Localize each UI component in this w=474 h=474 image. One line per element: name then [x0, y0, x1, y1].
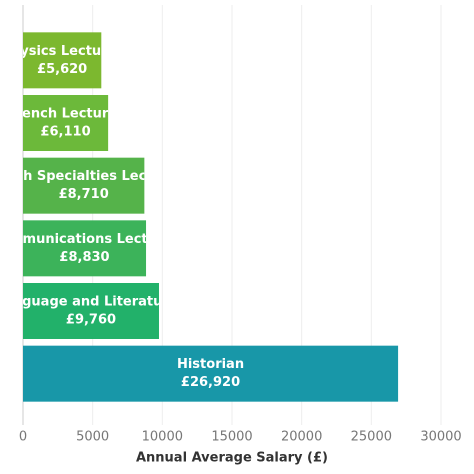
bar [23, 220, 147, 277]
x-tick-label: 10000 [142, 430, 183, 445]
category-label: French Lecturer [8, 107, 125, 122]
x-axis-title: Annual Average Salary (£) [136, 451, 328, 466]
category-label: English Language and Literature Lecturer [0, 295, 245, 310]
bar-label-group: French Lecturer £6,110 [8, 107, 125, 140]
bar-label-group: Physics Lecturer £5,620 [1, 44, 123, 77]
x-tick-label: 25000 [351, 430, 392, 445]
category-label: Communications Lecturer [0, 232, 179, 247]
bar-label-group: Communications Lecturer £8,830 [0, 232, 179, 265]
bar [23, 157, 145, 214]
bar [23, 95, 109, 151]
x-tick-label: 15000 [211, 430, 252, 445]
bar [23, 283, 159, 339]
x-tick-label: 5000 [76, 430, 109, 445]
value-label: £6,110 [40, 125, 90, 140]
bar-label-group: Historian £26,920 [177, 357, 244, 390]
category-label: Physics Lecturer [1, 44, 123, 59]
value-label: £5,620 [37, 62, 87, 77]
value-label: £8,830 [59, 250, 109, 265]
x-tick-label: 30000 [420, 430, 461, 445]
bar-label-group: Health Specialties Lecturer £8,710 [0, 169, 184, 202]
value-label: £9,760 [66, 313, 116, 328]
bar-label-group: English Language and Literature Lecturer… [0, 295, 245, 328]
bar [23, 345, 399, 402]
x-tick-label: 0 [19, 430, 27, 445]
category-label: Health Specialties Lecturer [0, 169, 184, 184]
bar [23, 32, 102, 89]
category-label: Historian [177, 357, 244, 372]
x-tick-label: 20000 [281, 430, 322, 445]
value-label: £26,920 [181, 375, 240, 390]
value-label: £8,710 [59, 187, 109, 202]
